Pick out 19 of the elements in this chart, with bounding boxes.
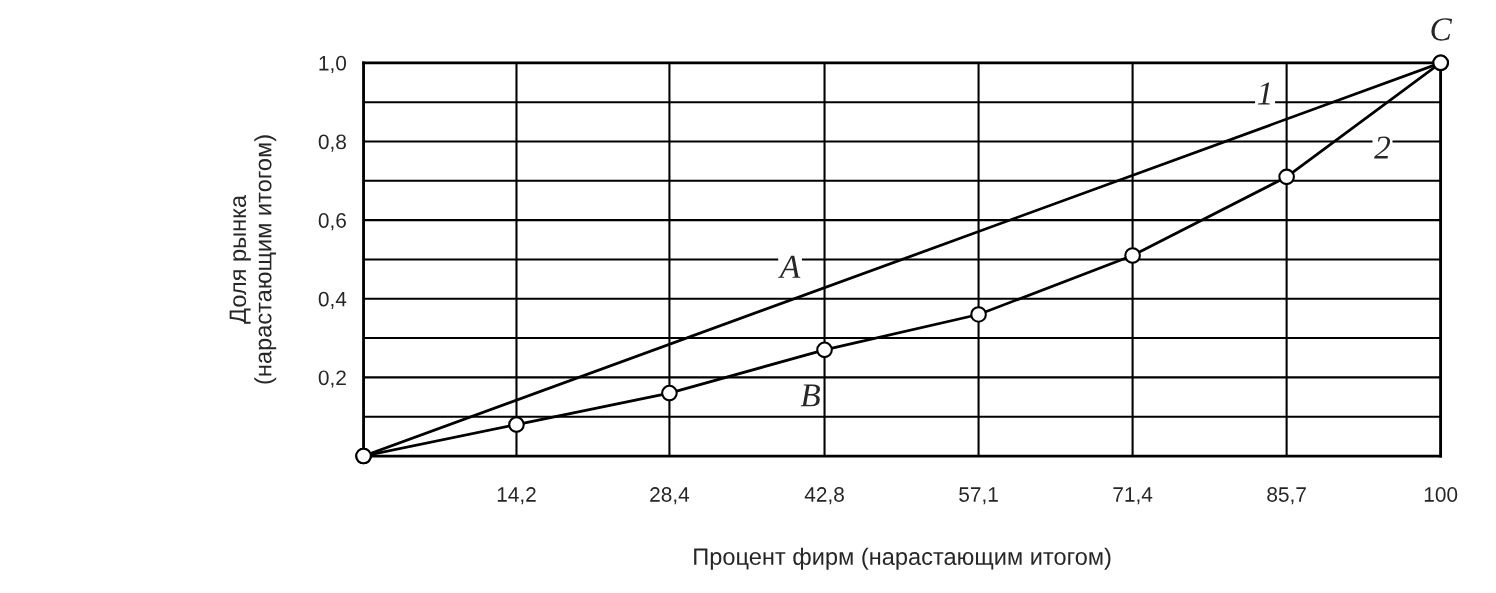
y-tick-label: 0,6 bbox=[318, 213, 346, 231]
x-axis-title: Процент фирм (нарастающим итогом) bbox=[694, 547, 1111, 570]
annotation: A bbox=[778, 255, 801, 278]
x-tick-label: 71,4 bbox=[1113, 487, 1153, 505]
y-tick-label: 0,2 bbox=[318, 370, 346, 388]
annotation: 1 bbox=[1257, 82, 1270, 105]
x-tick-label: 42,8 bbox=[804, 487, 844, 505]
y-tick-label: 0,8 bbox=[318, 134, 346, 152]
annotation: C bbox=[1431, 18, 1453, 41]
y-tick-label: 0,4 bbox=[318, 291, 347, 309]
x-tick-label: 28,4 bbox=[650, 487, 690, 505]
x-tick-label: 85,7 bbox=[1267, 487, 1306, 505]
x-tick-label: 57,1 bbox=[959, 487, 998, 505]
x-tick-label: 100 bbox=[1424, 487, 1458, 502]
annotation: 2 bbox=[1374, 136, 1391, 159]
annotation: B bbox=[800, 384, 820, 407]
x-tick-label: 14,2 bbox=[497, 487, 536, 505]
y-tick-label: 1,0 bbox=[319, 55, 347, 74]
y-axis-title: Доля рынка (нарастающим итогом) bbox=[229, 135, 277, 384]
